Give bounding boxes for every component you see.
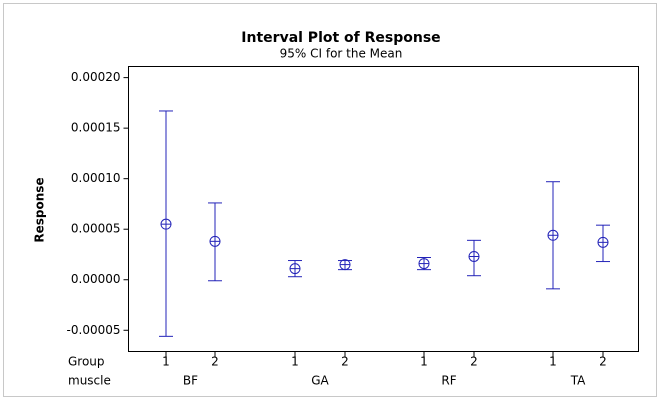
muscle-label: TA	[570, 374, 586, 388]
group-label: 2	[211, 355, 219, 369]
y-tick-label: 0.00010	[71, 171, 121, 185]
y-tick-label: -0.00005	[67, 323, 121, 337]
plot-area	[128, 66, 639, 352]
y-axis-label: Response	[33, 177, 47, 242]
frame	[3, 3, 657, 397]
group-label: 1	[420, 355, 428, 369]
row-label: muscle	[68, 374, 111, 388]
group-label: 2	[599, 355, 607, 369]
muscle-label: RF	[441, 374, 456, 388]
chart-subtitle: 95% CI for the Mean	[280, 47, 403, 61]
y-tick-label: 0.00020	[71, 70, 121, 84]
group-label: 1	[549, 355, 557, 369]
chart-title: Interval Plot of Response	[241, 30, 440, 46]
muscle-label: GA	[311, 374, 329, 388]
group-label: 1	[162, 355, 170, 369]
row-label: Group	[68, 355, 105, 369]
muscle-label: BF	[183, 374, 198, 388]
group-label: 2	[341, 355, 349, 369]
y-tick-label: 0.00015	[71, 121, 121, 135]
group-label: 2	[470, 355, 478, 369]
y-tick-label: 0.00000	[71, 272, 121, 286]
y-tick-label: 0.00005	[71, 222, 121, 236]
group-label: 1	[291, 355, 299, 369]
